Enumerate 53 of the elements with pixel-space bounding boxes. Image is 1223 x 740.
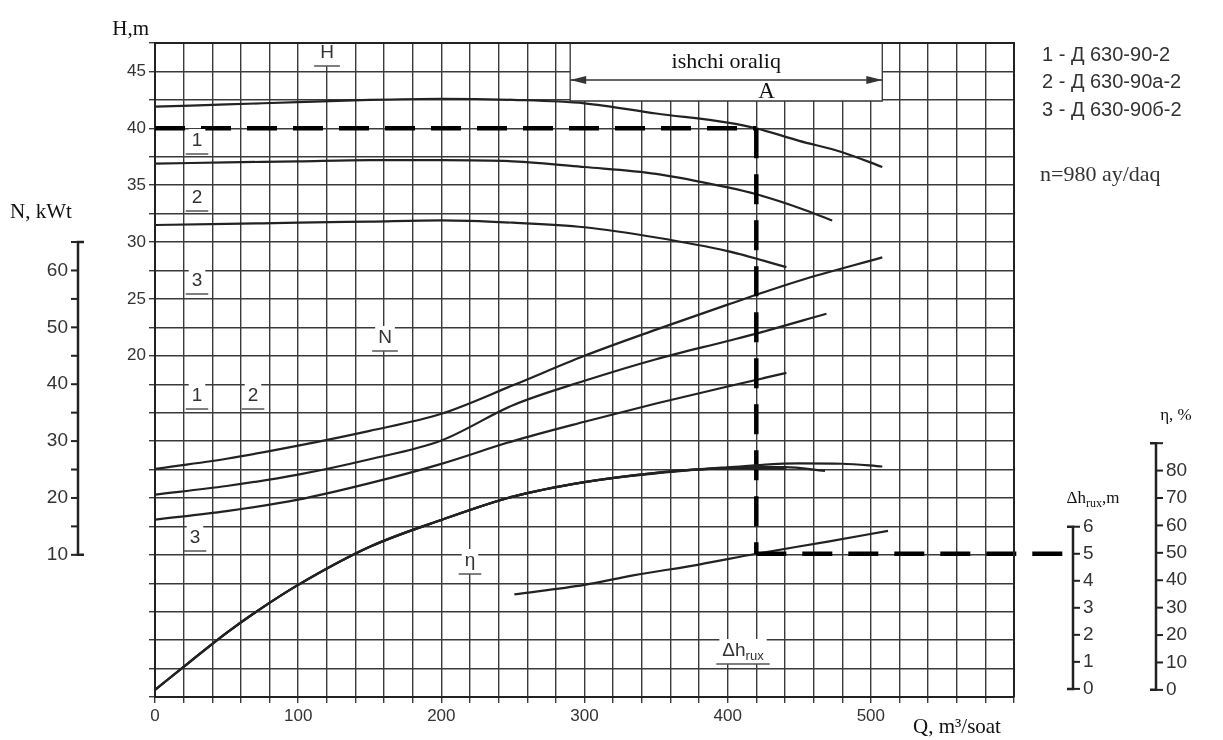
y-tick-label: 50: [1166, 541, 1188, 563]
text: 1 - Д 630-90-2: [1042, 42, 1171, 65]
y3-tick-label: 3: [1083, 596, 1094, 618]
x-tick-label: 400: [713, 705, 742, 725]
y-axis-title: η, %: [1160, 404, 1192, 424]
y-tick-label: 20: [1166, 623, 1188, 645]
text: 3 - Д 630-90б-2: [1042, 97, 1182, 120]
annotation: 3: [189, 526, 201, 548]
x-tick-label: 500: [856, 705, 886, 725]
y2-tick-label: 60: [46, 258, 69, 280]
y2-axis-title: N, kWt: [10, 198, 72, 223]
y2-tick-label: 50: [46, 315, 69, 337]
y2-tick-label: 10: [46, 543, 69, 565]
x-tick-label: 100: [283, 705, 313, 725]
annotation: 2: [247, 384, 259, 406]
x-axis-title: Q, m³/soat: [913, 713, 1002, 738]
x-tick-label: 300: [570, 705, 599, 725]
annotation: A: [758, 78, 776, 104]
annotation: 1: [191, 384, 203, 406]
y3-tick-label: 4: [1083, 569, 1094, 591]
annotation: 3: [191, 269, 203, 291]
y3-tick-label: 6: [1083, 514, 1094, 536]
y-tick-label: 35: [127, 174, 146, 194]
y2-tick-label: 40: [46, 372, 69, 394]
y-tick-label: 20: [127, 345, 146, 365]
y-tick-label: 0: [1166, 678, 1177, 700]
y-tick-label: 30: [1166, 595, 1188, 617]
annotation: N: [378, 326, 392, 348]
y-tick-label: 25: [127, 288, 146, 308]
annotation: η: [464, 549, 476, 571]
y-tick-label: 45: [127, 61, 146, 81]
annotation: H: [320, 41, 334, 63]
text: n=980 ay/daq: [1040, 160, 1161, 186]
y-tick-label: 80: [1166, 458, 1188, 480]
y3-tick-label: 5: [1083, 542, 1094, 563]
text: 2 - Д 630-90а-2: [1042, 69, 1182, 92]
y2-tick-label: 30: [46, 429, 69, 451]
y-tick-label: 60: [1166, 513, 1188, 535]
y-tick-label: 40: [1166, 568, 1188, 590]
y-tick-label: 10: [1166, 650, 1188, 672]
y3-tick-label: 2: [1083, 623, 1094, 645]
y-axis-title: H,m: [112, 15, 149, 40]
y-tick-label: 40: [127, 117, 146, 137]
y2-tick-label: 20: [46, 486, 69, 508]
annotation: 1: [191, 129, 203, 151]
band-label: ishchi oraliq: [671, 47, 781, 73]
y3-tick-label: 0: [1083, 677, 1094, 699]
annotation: 2: [191, 186, 203, 208]
x-tick-label: 200: [427, 705, 456, 725]
y3-tick-label: 1: [1083, 650, 1094, 672]
y-tick-label: 70: [1166, 486, 1188, 508]
x-tick-label: 0: [150, 705, 160, 725]
y-tick-label: 30: [127, 231, 146, 251]
